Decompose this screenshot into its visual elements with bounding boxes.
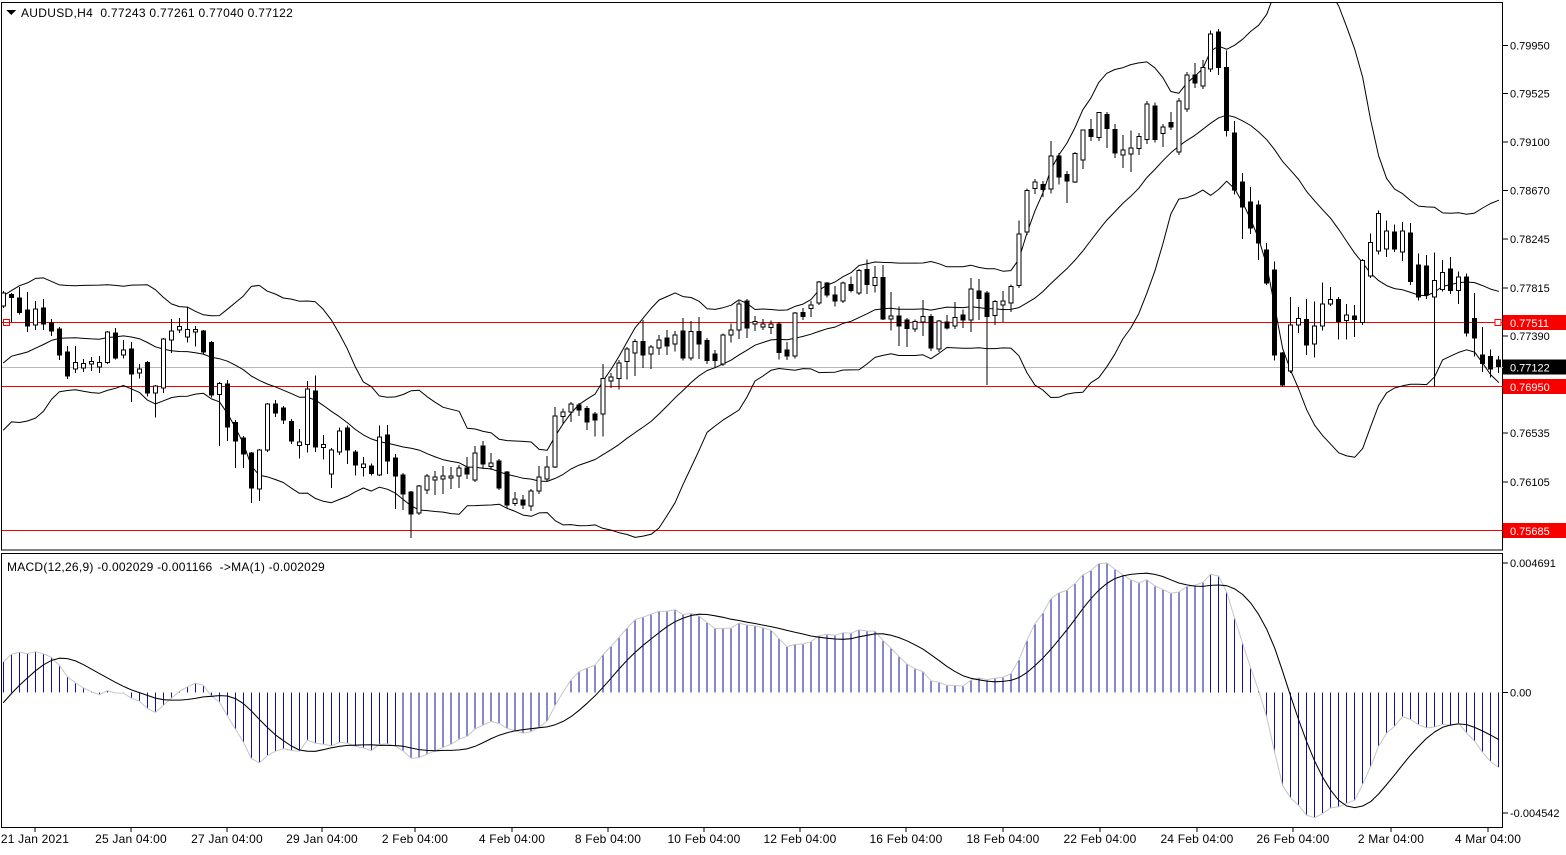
svg-text:25 Jan 04:00: 25 Jan 04:00 [95,832,167,846]
svg-text:27 Jan 04:00: 27 Jan 04:00 [191,832,263,846]
svg-text:0.004691: 0.004691 [1510,558,1556,570]
svg-text:4 Feb 04:00: 4 Feb 04:00 [479,832,545,846]
svg-text:12 Feb 04:00: 12 Feb 04:00 [763,832,836,846]
svg-text:0.00: 0.00 [1510,688,1531,700]
svg-text:0.78670: 0.78670 [1510,186,1550,198]
svg-text:2 Feb 04:00: 2 Feb 04:00 [382,832,448,846]
svg-text:0.76535: 0.76535 [1510,428,1550,440]
svg-text:21 Jan 2021: 21 Jan 2021 [1,832,69,846]
svg-text:-0.004542: -0.004542 [1510,808,1560,820]
svg-text:18 Feb 04:00: 18 Feb 04:00 [966,832,1039,846]
svg-text:0.77390: 0.77390 [1510,331,1550,343]
svg-text:10 Feb 04:00: 10 Feb 04:00 [667,832,740,846]
svg-text:24 Feb 04:00: 24 Feb 04:00 [1160,832,1233,846]
svg-text:0.79525: 0.79525 [1510,89,1550,101]
svg-text:4 Mar 04:00: 4 Mar 04:00 [1455,832,1521,846]
svg-text:2 Mar 04:00: 2 Mar 04:00 [1358,832,1424,846]
svg-text:MACD(12,26,9) -0.002029 -0.001: MACD(12,26,9) -0.002029 -0.001166 ->MA(1… [7,560,325,574]
svg-text:26 Feb 04:00: 26 Feb 04:00 [1256,832,1329,846]
svg-text:0.77815: 0.77815 [1510,283,1550,295]
svg-text:16 Feb 04:00: 16 Feb 04:00 [869,832,942,846]
svg-text:0.75685: 0.75685 [1510,526,1550,538]
svg-text:0.76105: 0.76105 [1510,477,1550,489]
svg-text:29 Jan 04:00: 29 Jan 04:00 [286,832,358,846]
svg-text:0.76950: 0.76950 [1510,382,1550,394]
svg-text:AUDUSD,H4 0.77243 0.77261 0.7: AUDUSD,H4 0.77243 0.77261 0.77040 0.7712… [21,6,293,20]
svg-text:22 Feb 04:00: 22 Feb 04:00 [1063,832,1136,846]
svg-text:8 Feb 04:00: 8 Feb 04:00 [575,832,641,846]
svg-text:0.77511: 0.77511 [1510,318,1549,330]
svg-text:0.79100: 0.79100 [1510,137,1550,149]
svg-text:0.79950: 0.79950 [1510,40,1550,52]
svg-text:0.77122: 0.77122 [1510,363,1550,375]
svg-text:0.78245: 0.78245 [1510,234,1550,246]
